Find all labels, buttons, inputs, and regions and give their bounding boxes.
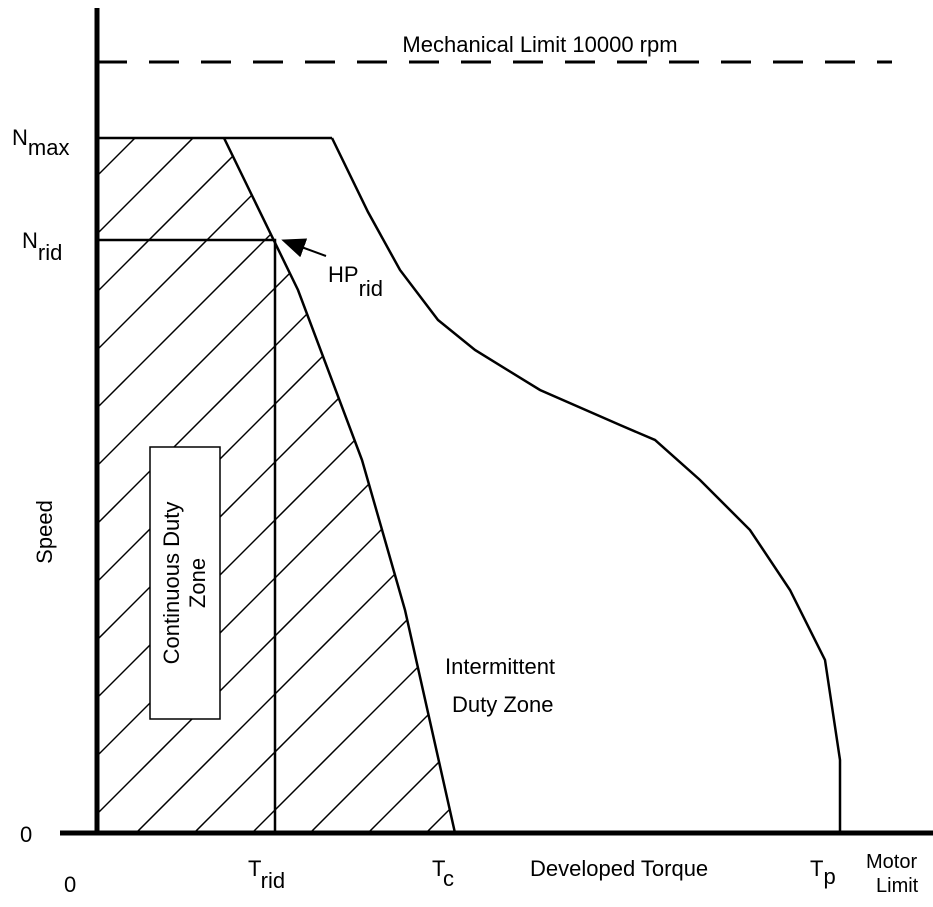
t-p-label: Tp	[810, 856, 836, 889]
title: Mechanical Limit 10000 rpm	[402, 32, 677, 57]
hatch-line	[747, 100, 933, 860]
hatch-line	[97, 138, 455, 833]
hatch-line	[515, 100, 933, 860]
y-axis-label: Speed	[32, 500, 57, 564]
n-rid-label: Nrid	[22, 228, 62, 265]
intermittent-line-1: Intermittent	[445, 654, 555, 679]
hatch-line	[0, 100, 57, 860]
n-max-label: Nmax	[12, 125, 69, 160]
motor-label: Motor	[866, 851, 917, 873]
hp-rid-label: HPrid	[328, 262, 383, 301]
hatch-line	[921, 100, 933, 860]
y-zero: 0	[20, 822, 32, 847]
hatch-line	[97, 138, 232, 833]
hatch-line	[97, 138, 348, 833]
t-c-main: T	[432, 856, 445, 881]
rated-lines	[97, 238, 277, 833]
intermittent-boundary	[330, 137, 842, 833]
hatch-line	[97, 138, 455, 833]
continuous-zone-label: Continuous DutyZone	[159, 502, 210, 665]
hatching	[0, 100, 933, 860]
hatch-line	[97, 138, 455, 833]
x-axis-label: Developed Torque	[530, 856, 708, 881]
n-rid-main: N	[22, 228, 38, 253]
hatch-line	[863, 100, 933, 860]
limit-label: Limit	[876, 875, 919, 897]
hp-rid-sub: rid	[359, 276, 383, 301]
n-max-main: N	[12, 125, 28, 150]
n-rid-sub: rid	[38, 240, 62, 265]
hatch-line	[97, 138, 455, 833]
hatch-line	[97, 138, 174, 833]
continuous-line-2: Zone	[185, 558, 210, 608]
hatch-line	[398, 138, 455, 833]
t-p-main: T	[810, 856, 823, 881]
x-zero: 0	[64, 872, 76, 897]
hp-rid-main: HP	[328, 262, 359, 287]
n-max-sub: max	[28, 135, 70, 160]
t-rid-sub: rid	[261, 868, 285, 893]
hatch-line	[689, 100, 933, 860]
hatch-line	[97, 138, 455, 833]
continuous-box	[149, 446, 221, 720]
hatch-line	[166, 138, 455, 833]
t-rid-label: Trid	[248, 856, 285, 893]
hatch-line	[805, 100, 933, 860]
t-p-sub: p	[823, 864, 835, 889]
hatch-line	[340, 138, 455, 833]
t-c-sub: c	[443, 866, 454, 891]
hatch-line	[282, 138, 455, 833]
hatch-line	[108, 138, 455, 833]
hatch-line	[97, 138, 290, 833]
intermittent-line-2: Duty Zone	[452, 692, 554, 717]
hatch-line	[631, 100, 933, 860]
hp-arrow	[281, 238, 327, 258]
continuous-line-1: Continuous Duty	[159, 502, 184, 665]
continuous-boundary	[222, 137, 457, 834]
t-c-label: Tc	[432, 856, 454, 891]
hatch-line	[224, 138, 455, 833]
hatch-line	[457, 100, 933, 860]
hatch-line	[573, 100, 933, 860]
t-rid-main: T	[248, 856, 261, 881]
